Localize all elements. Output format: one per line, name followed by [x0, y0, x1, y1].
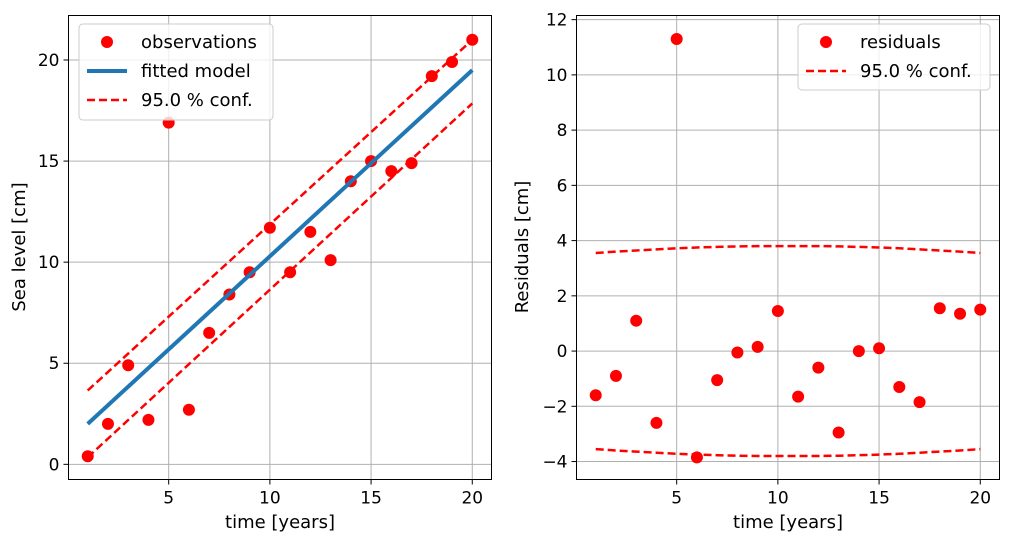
residuals-legend: residuals 95.0 % conf. [797, 23, 991, 91]
data-point [913, 396, 926, 409]
data-point [771, 305, 784, 318]
legend-label-residual-confidence: 95.0 % conf. [860, 61, 972, 82]
data-point [893, 380, 906, 393]
data-point [852, 345, 865, 358]
y-tick-label: 12 [546, 11, 568, 31]
y-tick-label: 6 [557, 176, 568, 196]
data-point [812, 361, 825, 374]
x-tick-label: 10 [767, 489, 789, 509]
data-point [589, 389, 602, 402]
confidence-bound-line [595, 447, 981, 458]
x-tick-label: 20 [969, 489, 991, 509]
data-point [385, 165, 398, 178]
residuals-panel: 5 10 15 20 −4 −2 0 2 4 6 8 10 12 time [years] Residu… [512, 11, 1000, 533]
data-point [324, 254, 337, 267]
data-point [609, 369, 622, 382]
sea-level-axes-frame [68, 15, 492, 480]
data-point [122, 359, 135, 372]
data-point [933, 302, 946, 315]
residuals-marks [589, 32, 987, 464]
confidence-bound-line [86, 102, 474, 459]
residuals-xlabel: time [years] [733, 512, 843, 533]
data-point [142, 413, 155, 426]
data-point [670, 32, 683, 45]
data-point [711, 374, 724, 387]
sea-level-ylabel: Sea level [cm] [9, 182, 30, 311]
x-tick-label: 5 [671, 489, 682, 509]
y-tick-label: 4 [557, 232, 568, 252]
data-point [731, 346, 744, 359]
legend-label-observations: observations [141, 32, 257, 53]
data-point [446, 56, 459, 69]
data-point [466, 33, 479, 46]
confidence-bound-line [86, 38, 474, 392]
data-point [873, 342, 886, 355]
x-tick-label: 20 [461, 489, 483, 509]
data-point [630, 314, 643, 327]
y-tick-label: 2 [557, 287, 568, 307]
sea-level-marks [81, 33, 479, 463]
x-tick-label: 15 [360, 489, 382, 509]
y-tick-label: 15 [38, 152, 60, 172]
sea-level-legend: observations fitted model 95.0 % conf. [78, 23, 274, 121]
data-point [101, 417, 114, 430]
data-point [751, 340, 764, 353]
y-tick-label: 10 [546, 66, 568, 86]
data-point [405, 157, 418, 170]
legend-marker-residuals [820, 36, 832, 48]
residuals-legend-box [797, 23, 991, 91]
y-tick-label: 0 [557, 342, 568, 362]
residuals-axes-frame [576, 15, 1000, 480]
sea-level-panel: 5 10 15 20 0 5 10 15 20 time [years] Sea level [… [9, 15, 492, 533]
data-point [304, 225, 317, 238]
y-tick-label: 10 [38, 253, 60, 273]
data-point [974, 303, 987, 316]
legend-label-residuals: residuals [860, 32, 941, 53]
y-tick-label: −2 [542, 397, 567, 417]
residuals-grid [576, 15, 1000, 480]
fitted-model-line [86, 68, 474, 426]
y-tick-label: 5 [49, 354, 60, 374]
data-point [182, 403, 195, 416]
x-tick-label: 15 [868, 489, 890, 509]
legend-label-fitted-model: fitted model [141, 61, 251, 82]
y-tick-label: −4 [542, 453, 567, 473]
legend-marker-observations [101, 36, 113, 48]
data-point [832, 426, 845, 439]
residuals-ylabel: Residuals [cm] [512, 181, 533, 314]
data-point [792, 390, 805, 403]
sea-level-xlabel: time [years] [225, 512, 335, 533]
data-point [263, 221, 276, 234]
x-tick-label: 10 [259, 489, 281, 509]
confidence-bound-line [595, 244, 981, 255]
y-tick-label: 8 [557, 121, 568, 141]
legend-label-confidence: 95.0 % conf. [141, 90, 253, 111]
sea-level-ticks: 5 10 15 20 0 5 10 15 20 [38, 51, 483, 509]
data-point [203, 326, 216, 339]
sea-level-legend-box [78, 23, 274, 121]
data-point [954, 307, 967, 320]
x-tick-label: 5 [163, 489, 174, 509]
y-tick-label: 0 [49, 455, 60, 475]
y-tick-label: 20 [38, 51, 60, 71]
data-point [650, 416, 663, 429]
residuals-ticks: 5 10 15 20 −4 −2 0 2 4 6 8 10 12 [542, 11, 991, 509]
